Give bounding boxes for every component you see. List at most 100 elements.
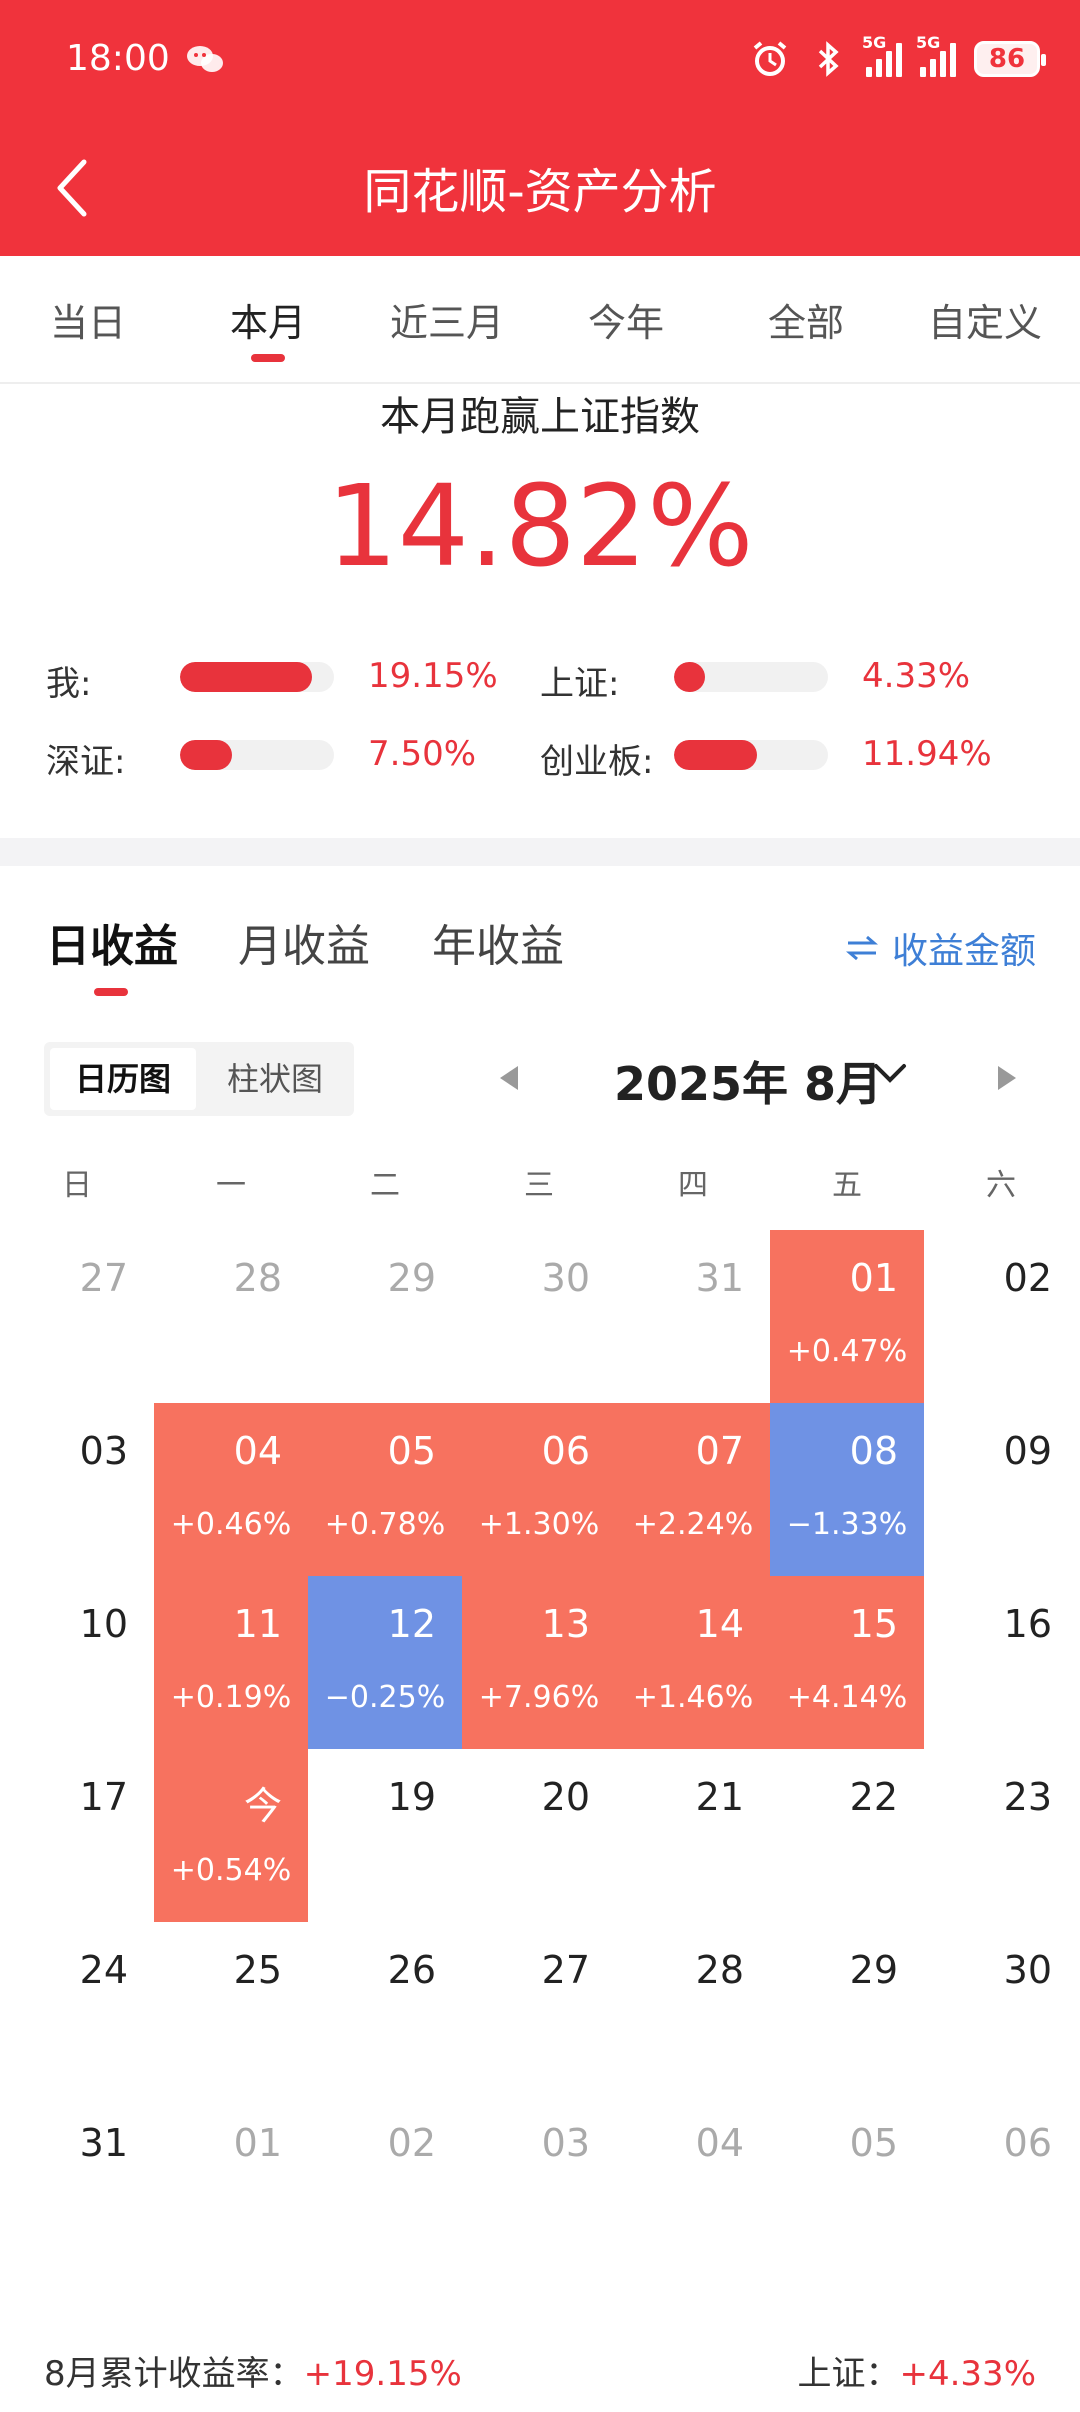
calendar-day-return: −0.25% [324,1680,446,1715]
calendar-day-return: +0.46% [170,1507,292,1542]
calendar-day[interactable]: 23 [924,1749,1078,1922]
tab-custom[interactable]: 自定义 [927,301,1042,345]
calendar-day[interactable]: 27 [0,1230,154,1403]
next-month-icon[interactable] [998,1066,1016,1090]
compare-value: 19.15% [368,656,498,696]
calendar-day-number: 02 [1003,1256,1052,1300]
page-title: 同花顺-资产分析 [363,164,717,220]
chevron-down-icon[interactable] [872,1058,908,1088]
calendar-day[interactable]: 10 [0,1576,154,1749]
tab-yearly-income[interactable]: 年收益 [432,921,564,972]
prev-month-icon[interactable] [500,1066,518,1090]
compare-value: 7.50% [368,734,477,774]
calendar-day-number: 31 [79,2121,128,2165]
calendar-day-number: 23 [1003,1775,1052,1819]
calendar-day[interactable]: 21 [616,1749,770,1922]
calendar-day[interactable]: 31 [616,1230,770,1403]
toggle-amount-button[interactable]: 收益金额 [845,922,1036,974]
calendar-day-return: +0.78% [324,1507,446,1542]
tab-daily-income[interactable]: 日收益 [46,910,178,996]
calendar-day[interactable]: 01 +0.47% [770,1230,924,1403]
calendar-day[interactable]: 28 [154,1230,308,1403]
weekday: 四 [678,1168,708,1203]
calendar-day[interactable]: 06 +1.30% [462,1403,616,1576]
calendar-day[interactable]: 29 [308,1230,462,1403]
month-label[interactable]: 2025年 8月 [614,1057,883,1111]
calendar-day[interactable]: 30 [924,1922,1078,2095]
calendar-day[interactable]: 28 [616,1922,770,2095]
tab-this-month[interactable]: 本月 [183,292,353,362]
calendar-day[interactable]: 17 [0,1749,154,1922]
calendar-day[interactable]: 03 [0,1403,154,1576]
compare-label: 深证: [46,742,126,782]
calendar-day[interactable]: 05 +0.78% [308,1403,462,1576]
tab-today[interactable]: 当日 [49,301,126,345]
calendar-day-number: 03 [541,2121,590,2165]
status-bar: 18:00 5G 5G 86 [0,0,1080,120]
calendar-day-return: +0.47% [786,1334,908,1369]
calendar-day[interactable]: 15 +4.14% [770,1576,924,1749]
calendar-day[interactable]: 12 −0.25% [308,1576,462,1749]
calendar-day[interactable]: 22 [770,1749,924,1922]
calendar-day-return: +2.24% [632,1507,754,1542]
calendar-day[interactable]: 04 [616,2095,770,2268]
calendar-day[interactable]: 05 [770,2095,924,2268]
calendar-day-number: 28 [233,1256,282,1300]
compare-shanghai: 上证: 4.33% [540,656,1000,706]
calendar-view-button[interactable]: 日历图 [50,1048,196,1110]
calendar-day[interactable]: 02 [308,2095,462,2268]
status-time: 18:00 [66,38,170,79]
calendar-day-number: 02 [387,2121,436,2165]
back-arrow-icon[interactable] [50,156,94,220]
calendar-day[interactable]: 19 [308,1749,462,1922]
calendar-day[interactable]: 16 [924,1576,1078,1749]
calendar-day-number: 20 [541,1775,590,1819]
bar-view-button[interactable]: 柱状图 [226,1060,323,1098]
status-icons: 5G 5G 86 [750,33,1046,82]
beat-index-label: 本月跑赢上证指数 [380,394,700,440]
calendar-day-number: 29 [849,1948,898,1992]
calendar-day-number: 05 [849,2121,898,2165]
tab-all[interactable]: 全部 [767,301,844,345]
tab-this-year[interactable]: 今年 [587,301,664,345]
calendar-day[interactable]: 今 +0.54% [154,1749,308,1922]
calendar-day-number: 09 [1003,1429,1052,1473]
calendar-day[interactable]: 02 [924,1230,1078,1403]
app-header: 18:00 5G 5G 86 [0,0,1080,256]
calendar-day[interactable]: 04 +0.46% [154,1403,308,1576]
calendar-day[interactable]: 29 [770,1922,924,2095]
calendar-day[interactable]: 06 [924,2095,1078,2268]
calendar-day[interactable]: 30 [462,1230,616,1403]
nav-bar: 同花顺-资产分析 [0,120,1080,256]
calendar-day-number: 31 [695,1256,744,1300]
calendar-day[interactable]: 08 −1.33% [770,1403,924,1576]
calendar-day-number: 10 [79,1602,128,1646]
calendar-day-number: 01 [233,2121,282,2165]
calendar-day[interactable]: 03 [462,2095,616,2268]
calendar-day-number: 15 [849,1602,898,1646]
calendar-day[interactable]: 24 [0,1922,154,2095]
calendar-day[interactable]: 09 [924,1403,1078,1576]
calendar-day[interactable]: 25 [154,1922,308,2095]
calendar-day-return: −1.33% [786,1507,908,1542]
calendar-day-number: 17 [79,1775,128,1819]
weekday: 一 [216,1168,246,1203]
calendar-day-number: 04 [233,1429,282,1473]
tab-monthly-income[interactable]: 月收益 [238,921,370,972]
range-tabs: 当日 本月 近三月 今年 全部 自定义 [0,256,1080,384]
tab-three-months[interactable]: 近三月 [389,301,504,345]
calendar-day[interactable]: 01 [154,2095,308,2268]
calendar-day[interactable]: 20 [462,1749,616,1922]
calendar-day[interactable]: 27 [462,1922,616,2095]
calendar-day-number: 05 [387,1429,436,1473]
calendar-day[interactable]: 14 +1.46% [616,1576,770,1749]
calendar-day[interactable]: 31 [0,2095,154,2268]
calendar-day[interactable]: 07 +2.24% [616,1403,770,1576]
calendar-day[interactable]: 26 [308,1922,462,2095]
compare-bar [674,662,828,692]
index-cumulative: 上证：+4.33% [798,2346,1037,2395]
calendar-day[interactable]: 11 +0.19% [154,1576,308,1749]
calendar-day[interactable]: 13 +7.96% [462,1576,616,1749]
signal-icon-2: 5G [916,33,956,77]
compare-value: 4.33% [862,656,971,696]
